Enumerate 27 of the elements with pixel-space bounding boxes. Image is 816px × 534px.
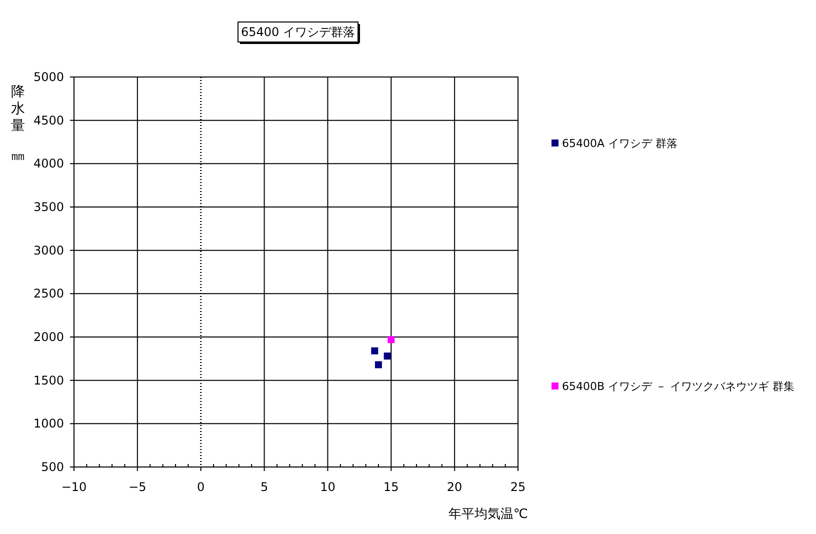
y-tick-label: 2000 bbox=[33, 330, 64, 344]
x-axis-title: 年平均気温℃ bbox=[448, 507, 528, 522]
x-tick-label: 10 bbox=[320, 480, 336, 494]
point bbox=[374, 361, 382, 368]
y-tick-label: 4000 bbox=[33, 156, 64, 171]
y-tick-label: 5000 bbox=[33, 70, 64, 84]
x-tick-label: 20 bbox=[446, 480, 462, 494]
y-tick-label: 3500 bbox=[33, 200, 64, 214]
x-tick-label: 0 bbox=[197, 480, 205, 494]
y-tick-label: 500 bbox=[41, 460, 64, 474]
y-axis-title: 降水量㎜ bbox=[11, 84, 25, 164]
chart-title: 65400 イワシデ群落 bbox=[241, 25, 355, 39]
x-tick-label: 5 bbox=[260, 480, 268, 494]
point bbox=[371, 347, 378, 354]
x-tick-label: −10 bbox=[61, 480, 87, 494]
x-tick-label: 15 bbox=[384, 480, 399, 494]
legend-label: 65400A イワシデ 群落 bbox=[562, 137, 678, 150]
y-tick-label: 1500 bbox=[33, 373, 64, 388]
x-tick-label: −5 bbox=[128, 480, 146, 494]
x-tick-label: 25 bbox=[510, 480, 526, 494]
y-tick-label: 3000 bbox=[33, 243, 64, 258]
y-tick-label: 4500 bbox=[33, 113, 64, 128]
legend-label: 65400B イワシデ － イワツクバネウツギ 群集 bbox=[562, 380, 795, 393]
y-tick-label: 1000 bbox=[33, 416, 64, 431]
y-tick-label: 2500 bbox=[33, 286, 64, 301]
point bbox=[384, 352, 391, 360]
point bbox=[388, 336, 395, 344]
